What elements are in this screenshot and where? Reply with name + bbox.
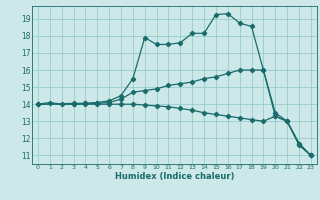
X-axis label: Humidex (Indice chaleur): Humidex (Indice chaleur) bbox=[115, 172, 234, 181]
